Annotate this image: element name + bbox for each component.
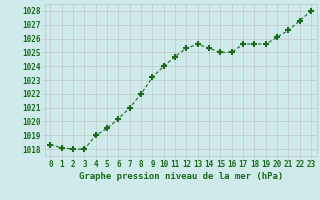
X-axis label: Graphe pression niveau de la mer (hPa): Graphe pression niveau de la mer (hPa) — [79, 172, 283, 181]
